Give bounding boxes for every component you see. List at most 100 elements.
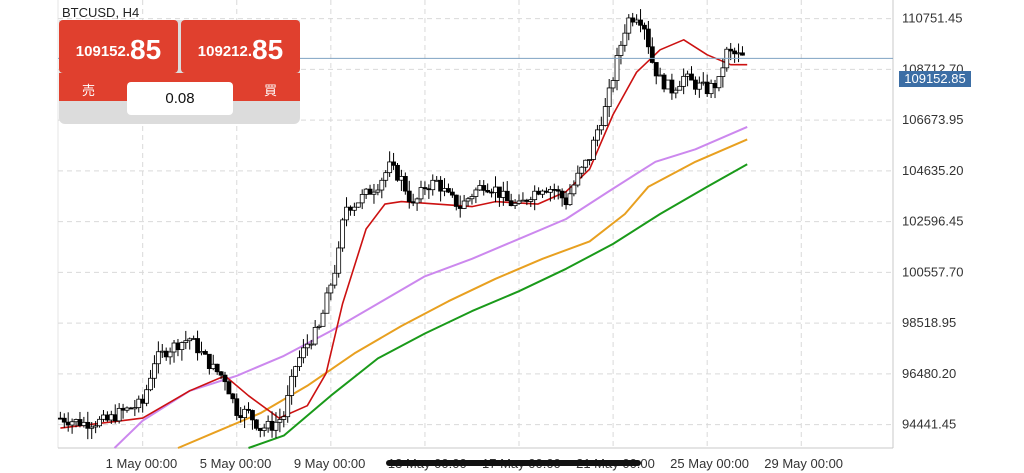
candle-bear (536, 190, 542, 195)
ma-fast-line (60, 39, 748, 429)
candle-bull (673, 89, 679, 94)
candle-bear (402, 176, 408, 192)
candle-bull (101, 414, 106, 420)
candle-bull (159, 350, 165, 353)
candle-bull (720, 67, 726, 77)
candle-bull (148, 377, 153, 391)
candlestick-series (57, 9, 745, 440)
sell-button[interactable]: 109152.85 (59, 20, 178, 73)
candle-bull (665, 79, 671, 90)
candle-bull (716, 76, 722, 89)
candle-bear (704, 81, 710, 95)
sell-price: 109152.85 (75, 34, 162, 65)
candle-bull (591, 139, 596, 160)
candle-bear (348, 206, 353, 211)
candle-bear (395, 164, 400, 181)
symbol-label: BTCUSD, H4 (62, 5, 140, 20)
candle-bear (630, 17, 636, 23)
candle-bear (645, 28, 651, 48)
lot-size-field[interactable]: 0.08 (127, 82, 233, 115)
candle-bear (226, 381, 232, 395)
candle-bear (481, 185, 487, 191)
candle-bull (324, 292, 330, 314)
candle-bull (320, 312, 326, 327)
candle-bear (230, 393, 236, 400)
candle-bull (332, 272, 338, 286)
candle-bear (555, 189, 561, 192)
candle-bull (414, 198, 420, 204)
candle-bear (638, 19, 643, 26)
candle-bear (422, 187, 428, 190)
candle-bull (375, 189, 381, 193)
sell-label: 売 (82, 83, 96, 98)
candle-bear (257, 427, 263, 431)
current-price-tag: 109152.85 (899, 71, 971, 87)
buy-price: 109212.85 (197, 34, 284, 65)
candle-bull (681, 75, 687, 87)
candle-bull (312, 327, 318, 345)
candle-bull (461, 200, 467, 209)
candle-bull (108, 414, 114, 421)
candle-bear (661, 74, 667, 90)
candle-bull (340, 219, 346, 249)
candle-bear (77, 419, 83, 426)
candle-bear (163, 350, 169, 358)
y-tick-label: 96480.20 (902, 366, 956, 381)
candle-bull (469, 196, 475, 200)
ma-orange-line (177, 138, 748, 449)
candle-bull (516, 200, 522, 204)
candle-bear (457, 206, 463, 209)
candle-bull (144, 389, 149, 404)
candle-bear (524, 199, 530, 202)
candle-bull (301, 347, 306, 359)
candle-bull (434, 179, 440, 182)
y-tick-label: 106673.95 (902, 112, 963, 127)
candle-bull (261, 427, 267, 431)
candle-bull (520, 199, 526, 202)
candle-bear (449, 191, 455, 196)
candle-bull (132, 407, 138, 410)
candle-bear (104, 414, 110, 421)
y-tick-label: 98518.95 (902, 315, 956, 330)
candle-bull (708, 83, 714, 95)
candle-bull (97, 418, 102, 427)
x-tick-label: 1 May 00:00 (106, 456, 178, 471)
candle-bear (669, 79, 675, 94)
candle-bull (618, 44, 624, 56)
candle-bull (587, 159, 592, 161)
candle-bull (297, 357, 302, 368)
candle-bull (89, 426, 95, 429)
candle-bull (304, 343, 310, 349)
candle-bull (418, 187, 424, 200)
buy-button[interactable]: 109212.85 (181, 20, 300, 73)
candle-bull (493, 186, 498, 194)
candle-bull (602, 106, 608, 126)
candle-bull (183, 340, 189, 343)
candle-bear (559, 190, 565, 199)
y-tick-label: 104635.20 (902, 163, 963, 178)
candle-bear (649, 46, 655, 63)
candle-bear (732, 50, 738, 55)
candle-bear (128, 407, 134, 410)
candle-bear (253, 419, 259, 429)
candle-bull (328, 284, 334, 294)
candle-bull (677, 85, 683, 91)
candle-bull (171, 342, 177, 353)
candle-bull (242, 408, 248, 419)
candle-bull (387, 161, 393, 174)
candle-bear (453, 194, 459, 207)
candle-bear (508, 200, 514, 207)
candle-bear (489, 191, 494, 194)
candle-bear (712, 83, 718, 89)
candle-bull (277, 419, 283, 423)
candle-bear (485, 189, 491, 193)
candle-bull (622, 32, 628, 46)
candle-bull (191, 338, 197, 340)
candle-bull (81, 421, 87, 426)
candle-bull (685, 73, 690, 77)
candle-bull (308, 343, 314, 346)
candle-bull (355, 202, 361, 208)
candle-bear (195, 338, 200, 354)
candle-bear (65, 421, 71, 426)
candle-bull (167, 351, 173, 358)
